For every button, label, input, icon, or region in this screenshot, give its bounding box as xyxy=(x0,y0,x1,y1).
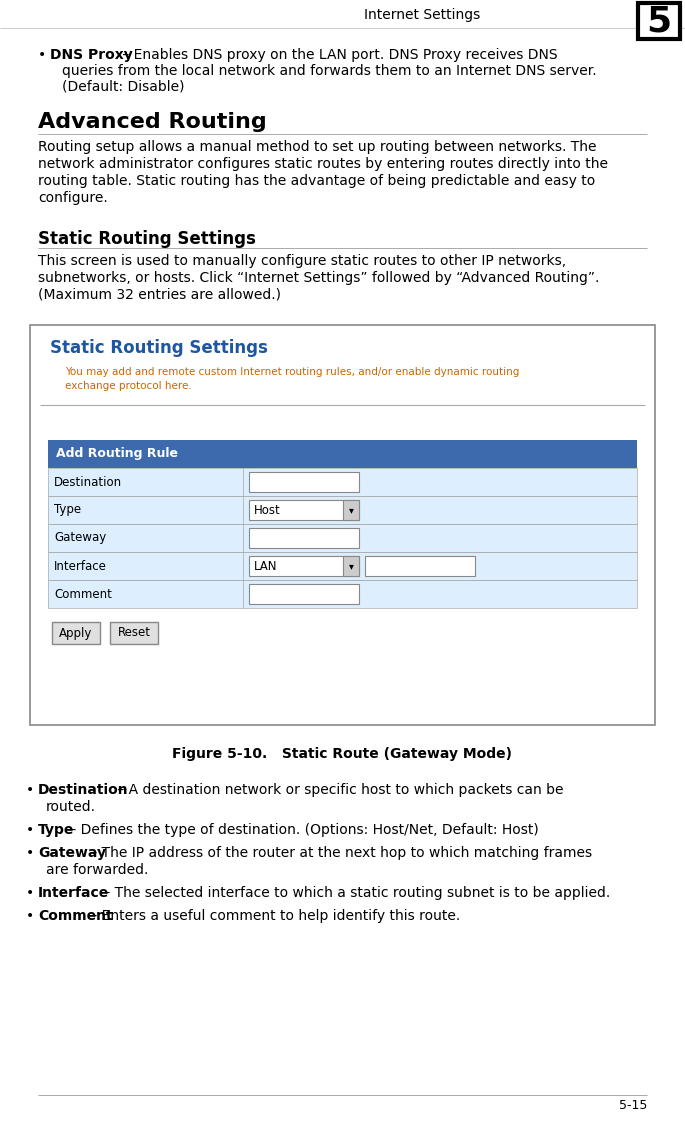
Bar xyxy=(343,500,359,520)
Bar xyxy=(48,553,637,579)
Text: Comment: Comment xyxy=(38,909,112,923)
Bar xyxy=(48,524,637,553)
Bar xyxy=(48,579,637,608)
Text: DNS Proxy: DNS Proxy xyxy=(50,48,133,62)
Text: Advanced Routing: Advanced Routing xyxy=(38,112,266,133)
Bar xyxy=(48,553,637,579)
Bar xyxy=(48,496,637,524)
Text: routed.: routed. xyxy=(46,800,96,814)
Bar xyxy=(48,468,637,496)
Text: Destination: Destination xyxy=(54,475,122,489)
Text: Type: Type xyxy=(54,503,81,517)
Text: Reset: Reset xyxy=(118,627,151,639)
Bar xyxy=(343,556,359,576)
Text: (Maximum 32 entries are allowed.): (Maximum 32 entries are allowed.) xyxy=(38,287,281,302)
Text: •: • xyxy=(38,48,47,62)
Text: •: • xyxy=(26,846,34,860)
Text: Destination: Destination xyxy=(38,783,129,797)
Bar xyxy=(249,556,359,576)
Text: network administrator configures static routes by entering routes directly into : network administrator configures static … xyxy=(38,157,608,171)
Text: Host: Host xyxy=(254,503,281,517)
Text: Interface: Interface xyxy=(38,886,109,900)
Text: – Enters a useful comment to help identify this route.: – Enters a useful comment to help identi… xyxy=(86,909,460,923)
Text: ▾: ▾ xyxy=(349,505,353,515)
Bar xyxy=(249,584,359,604)
Text: Static Routing Settings: Static Routing Settings xyxy=(50,339,268,357)
Text: subnetworks, or hosts. Click “Internet Settings” followed by “Advanced Routing”.: subnetworks, or hosts. Click “Internet S… xyxy=(38,271,599,285)
Text: Static Routing Settings: Static Routing Settings xyxy=(38,230,256,248)
Text: 5-15: 5-15 xyxy=(619,1099,647,1112)
Text: routing table. Static routing has the advantage of being predictable and easy to: routing table. Static routing has the ad… xyxy=(38,174,595,188)
Text: Gateway: Gateway xyxy=(38,846,106,860)
Bar xyxy=(249,528,359,548)
Text: – A destination network or specific host to which packets can be: – A destination network or specific host… xyxy=(113,783,563,797)
Text: – The IP address of the router at the next hop to which matching frames: – The IP address of the router at the ne… xyxy=(86,846,592,860)
Bar xyxy=(30,325,655,725)
Text: •: • xyxy=(26,909,34,923)
Text: Routing setup allows a manual method to set up routing between networks. The: Routing setup allows a manual method to … xyxy=(38,140,597,154)
Text: Add Routing Rule: Add Routing Rule xyxy=(56,447,178,460)
Bar xyxy=(365,556,475,576)
Bar xyxy=(638,3,680,39)
Bar xyxy=(52,622,100,643)
Text: – Defines the type of destination. (Options: Host/Net, Default: Host): – Defines the type of destination. (Opti… xyxy=(65,823,539,837)
Text: – Enables DNS proxy on the LAN port. DNS Proxy receives DNS: – Enables DNS proxy on the LAN port. DNS… xyxy=(118,48,558,62)
Bar xyxy=(48,468,637,496)
Text: (Default: Disable): (Default: Disable) xyxy=(62,80,184,94)
Bar xyxy=(48,496,637,524)
Text: This screen is used to manually configure static routes to other IP networks,: This screen is used to manually configur… xyxy=(38,254,566,268)
Text: Type: Type xyxy=(38,823,75,837)
Text: configure.: configure. xyxy=(38,191,108,206)
Bar xyxy=(48,579,637,608)
Text: •: • xyxy=(26,783,34,797)
Text: ▾: ▾ xyxy=(349,562,353,570)
Text: queries from the local network and forwards them to an Internet DNS server.: queries from the local network and forwa… xyxy=(62,64,597,77)
Text: Comment: Comment xyxy=(54,587,112,601)
Bar xyxy=(48,524,637,553)
Text: Apply: Apply xyxy=(60,627,92,639)
Text: LAN: LAN xyxy=(254,559,277,573)
Text: 5: 5 xyxy=(647,4,671,38)
Text: – The selected interface to which a static routing subnet is to be applied.: – The selected interface to which a stat… xyxy=(99,886,610,900)
Text: Internet Settings: Internet Settings xyxy=(364,8,480,22)
Text: Gateway: Gateway xyxy=(54,531,106,545)
Text: are forwarded.: are forwarded. xyxy=(46,862,149,877)
Text: exchange protocol here.: exchange protocol here. xyxy=(65,381,192,391)
Bar xyxy=(249,472,359,492)
Bar xyxy=(48,440,637,468)
Text: Figure 5-10.   Static Route (Gateway Mode): Figure 5-10. Static Route (Gateway Mode) xyxy=(173,747,512,761)
Text: •: • xyxy=(26,886,34,900)
Text: •: • xyxy=(26,823,34,837)
Text: Interface: Interface xyxy=(54,559,107,573)
Bar xyxy=(249,500,359,520)
Text: You may add and remote custom Internet routing rules, and/or enable dynamic rout: You may add and remote custom Internet r… xyxy=(65,367,519,377)
Bar xyxy=(110,622,158,643)
